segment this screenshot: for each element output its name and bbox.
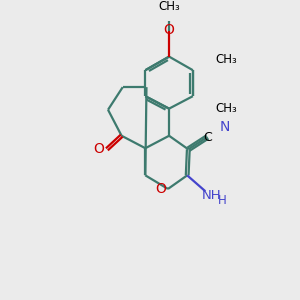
Text: CH₃: CH₃ [158,0,180,14]
Text: CH₃: CH₃ [215,53,237,67]
Text: NH: NH [202,189,221,202]
Text: H: H [218,194,226,207]
Text: O: O [94,142,105,156]
Text: N: N [220,120,230,134]
Text: C: C [203,131,212,144]
Text: CH₃: CH₃ [215,102,237,115]
Text: O: O [155,182,166,196]
Text: O: O [164,23,175,37]
